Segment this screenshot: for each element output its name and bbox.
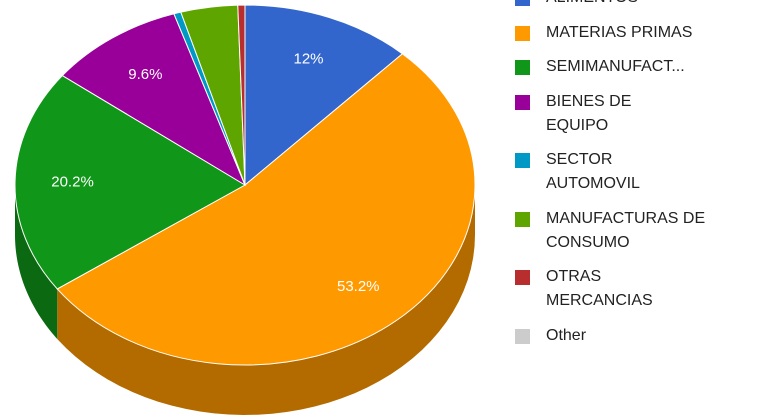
data-label: 12% — [293, 50, 323, 67]
legend-label: Other — [546, 326, 587, 344]
legend-item: MATERIAS PRIMAS — [515, 21, 750, 45]
legend-label: BIENES DE EQUIPO — [546, 92, 632, 134]
legend: ALIMENTOS MATERIAS PRIMAS SEMIMANUFACT... B… — [515, 0, 750, 358]
pie-tops — [14, 4, 476, 366]
pie-area: 12% 53.2% 20.2% 9.6% — [14, 4, 476, 415]
legend-item: OTRAS MERCANCIAS — [515, 265, 686, 313]
legend-swatch — [515, 211, 530, 227]
slice-side — [15, 185, 58, 339]
legend-swatch — [515, 270, 530, 285]
legend-item: MANUFACTURAS DE CONSUMO — [515, 207, 716, 255]
legend-swatch — [515, 60, 530, 75]
slice — [61, 13, 247, 187]
legend-label: ALIMENTOS — [546, 0, 638, 6]
data-label: 53.2% — [337, 278, 380, 295]
legend-swatch — [515, 153, 530, 168]
legend-swatch — [515, 0, 530, 6]
legend-label: SEMIMANUFACT... — [546, 58, 685, 75]
legend-item: SECTOR AUTOMOVIL — [515, 148, 686, 196]
slice — [56, 53, 476, 366]
legend-swatch — [515, 25, 530, 41]
legend-label: SECTOR AUTOMOVIL — [546, 151, 640, 192]
slice — [237, 4, 246, 186]
slice-side — [57, 185, 475, 415]
legend-item: ALIMENTOS — [515, 0, 750, 10]
legend-label: OTRAS MERCANCIAS — [546, 268, 653, 309]
legend-item: SEMIMANUFACT... — [515, 55, 750, 79]
slice — [14, 74, 247, 290]
legend-swatch — [515, 94, 530, 110]
data-label: 20.2% — [51, 173, 94, 190]
legend-label: MANUFACTURAS DE CONSUMO — [546, 209, 706, 251]
legend-item: BIENES DE EQUIPO — [515, 90, 686, 138]
data-label: 9.6% — [128, 66, 162, 83]
legend-swatch — [515, 328, 530, 344]
legend-label: MATERIAS PRIMAS — [546, 23, 693, 41]
slice — [244, 4, 404, 187]
legend-item: Other — [515, 324, 750, 348]
pie-sides — [15, 185, 475, 415]
